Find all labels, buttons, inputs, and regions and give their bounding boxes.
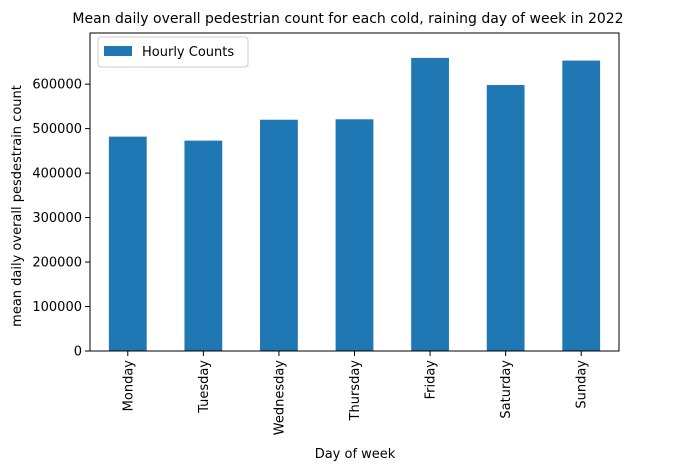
- plot-frame: [89, 32, 620, 352]
- bar-sunday: [562, 60, 601, 351]
- legend-swatch: [104, 46, 132, 56]
- bar-wednesday: [260, 119, 298, 352]
- legend-box: [97, 36, 249, 68]
- x-tick-label: Tuesday: [197, 360, 212, 414]
- x-axis-title: Day of week: [315, 447, 396, 462]
- bar-friday: [411, 57, 449, 352]
- y-tick-label: 300000: [32, 211, 82, 226]
- y-tick-label: 600000: [32, 78, 82, 93]
- chart-title: Mean daily overall pedestrian count for …: [72, 11, 623, 27]
- x-tick-label: Thursday: [348, 360, 363, 422]
- bar-monday: [108, 136, 147, 351]
- y-axis-title: mean daily overall pesdestrain count: [10, 85, 25, 327]
- plot-area: 0 100000 200000 300000 400000 500000 600000 Mon…: [32, 32, 620, 436]
- y-tick-label: 100000: [32, 300, 82, 315]
- x-tick-label: Wednesday: [272, 360, 287, 436]
- x-tick-label: Friday: [424, 360, 439, 400]
- legend-label: Hourly Counts: [142, 45, 234, 60]
- bar-saturday: [486, 85, 525, 351]
- bar-thursday: [335, 119, 374, 351]
- x-tick-label: Monday: [121, 360, 136, 412]
- y-tick-label: 200000: [32, 256, 82, 271]
- y-tick-label: 400000: [32, 167, 82, 182]
- legend: Hourly Counts: [97, 36, 249, 68]
- x-tick-label: Sunday: [575, 360, 590, 409]
- y-tick-label: 500000: [32, 122, 82, 137]
- bar-tuesday: [184, 140, 223, 351]
- y-tick-label: 0: [74, 345, 82, 360]
- x-tick-label: Saturday: [499, 360, 514, 419]
